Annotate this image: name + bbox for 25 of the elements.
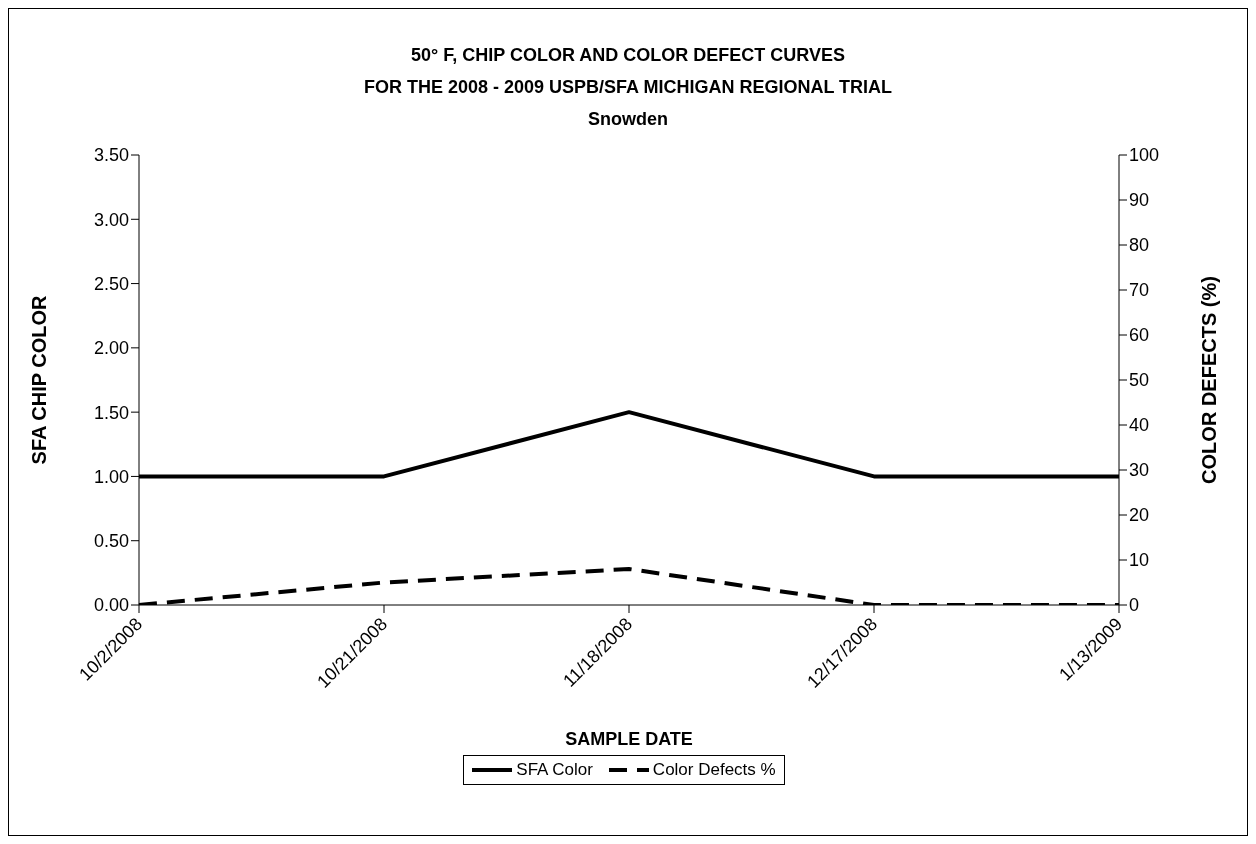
y2-tick-label: 0 (1129, 595, 1140, 616)
chart-title: 50° F, CHIP COLOR AND COLOR DEFECT CURVES FOR THE 2008 - 2009 USPB/SFA MICHIGAN REGIONAL TRIAL Snowden (362, 44, 894, 131)
y2-tick-label: 90 (1129, 190, 1150, 211)
y-tick-label: 3.50 (93, 145, 129, 166)
legend-label: Color Defects % (652, 760, 776, 780)
y2-tick-label: 10 (1129, 550, 1150, 571)
y2-tick-label: 80 (1129, 235, 1150, 256)
y-tick-label: 3.00 (93, 209, 129, 230)
y2-tick-label: 60 (1129, 325, 1150, 346)
y-tick-label: 2.00 (93, 338, 129, 359)
x-axis-title: SAMPLE DATE (565, 729, 693, 749)
y-tick-label: 0.00 (93, 595, 129, 616)
y-tick-label: 2.50 (93, 273, 129, 294)
y2-tick-label: 100 (1129, 145, 1160, 166)
y-tick-label: 0.50 (93, 531, 129, 552)
y2-tick-label: 30 (1129, 460, 1150, 481)
y2-tick-label: 70 (1129, 280, 1150, 301)
y-tick-label: 1.50 (93, 402, 129, 423)
y2-tick-label: 20 (1129, 505, 1150, 526)
y-tick-label: 1.00 (93, 466, 129, 487)
y2-tick-label: 50 (1129, 370, 1150, 391)
legend-label: SFA Color (516, 760, 593, 780)
y2-axis-title: COLOR DEFECTS (%) (1198, 276, 1221, 484)
y-axis-title: SFA CHIP COLOR (28, 294, 51, 465)
y2-tick-label: 40 (1129, 415, 1150, 436)
